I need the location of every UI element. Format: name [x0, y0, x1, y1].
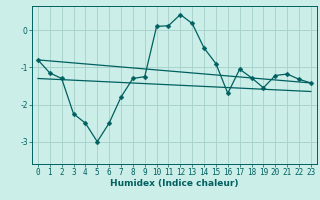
X-axis label: Humidex (Indice chaleur): Humidex (Indice chaleur)	[110, 179, 239, 188]
